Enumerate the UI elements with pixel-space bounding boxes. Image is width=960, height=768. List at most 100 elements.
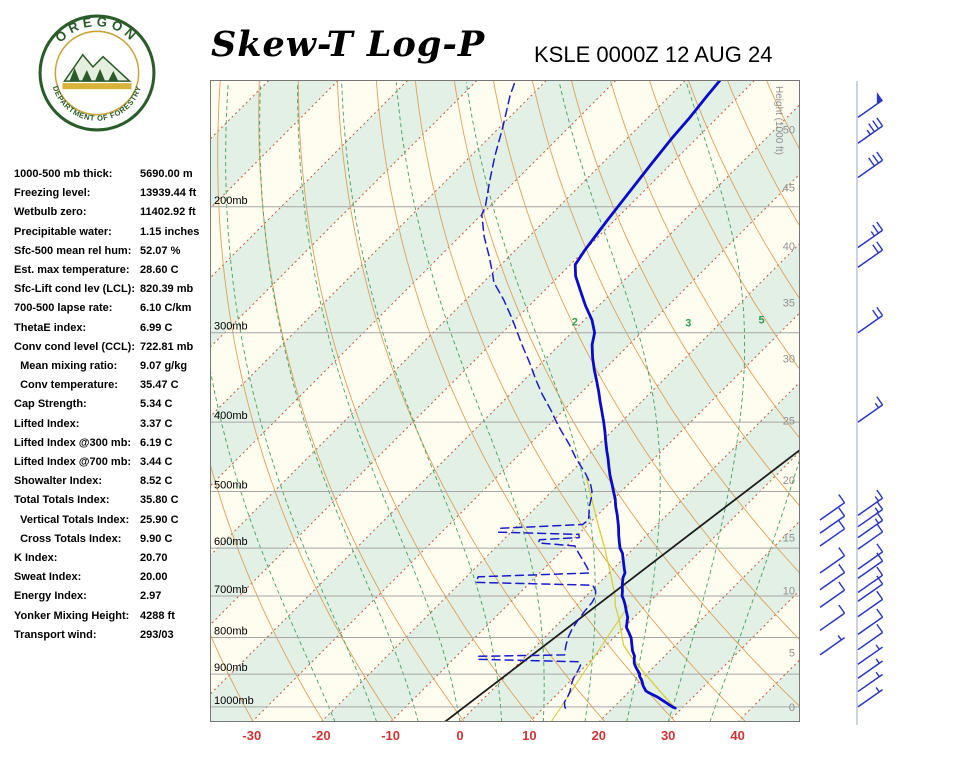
- svg-text:40: 40: [783, 241, 795, 253]
- stat-row: 700-500 lapse rate: 6.10 C/km: [14, 299, 214, 318]
- stat-row: Yonker Mixing Height: 4288 ft: [14, 607, 214, 626]
- stat-value: 11402.92 ft: [140, 206, 196, 219]
- stat-value: 5690.00 m: [140, 168, 193, 180]
- svg-text:0: 0: [456, 728, 463, 743]
- svg-text:-20: -20: [312, 728, 331, 743]
- stat-label: Total Totals Index:: [14, 494, 110, 507]
- stat-label: 700-500 lapse rate:: [14, 302, 113, 315]
- stat-label: Showalter Index:: [14, 475, 103, 488]
- stat-label: Est. max temperature:: [14, 264, 130, 277]
- stat-row: Vertical Totals Index: 25.90 C: [14, 511, 214, 530]
- svg-text:500mb: 500mb: [214, 479, 248, 491]
- svg-text:800mb: 800mb: [214, 626, 248, 638]
- svg-text:600mb: 600mb: [214, 536, 248, 548]
- stat-value: 35.80 C: [140, 494, 179, 507]
- stat-label: Wetbulb zero:: [14, 206, 87, 219]
- svg-text:2: 2: [572, 316, 578, 328]
- svg-text:50: 50: [783, 125, 795, 137]
- stat-row: Precipitable water: 1.15 inches: [14, 223, 214, 242]
- stat-row: Freezing level: 13939.44 ft: [14, 184, 214, 203]
- stat-label: Lifted Index:: [14, 417, 80, 430]
- stat-row: K Index: 20.70: [14, 549, 214, 568]
- stat-label: Vertical Totals Index:: [14, 513, 130, 526]
- stat-row: 1000-500 mb thick: 5690.00 m: [14, 165, 214, 184]
- stat-value: 13939.44 ft: [140, 187, 197, 200]
- stat-label: Freezing level:: [14, 187, 91, 200]
- stat-row: Lifted Index @300 mb: 6.19 C: [14, 434, 214, 453]
- svg-text:200mb: 200mb: [214, 195, 248, 207]
- stat-label: Sfc-Lift cond lev (LCL):: [14, 283, 135, 296]
- svg-text:15: 15: [783, 533, 795, 545]
- stat-label: ThetaE index:: [14, 321, 87, 334]
- stat-value: 5.34 C: [140, 398, 173, 411]
- stat-value: 3.37 C: [140, 417, 173, 430]
- stat-row: Showalter Index: 8.52 C: [14, 472, 214, 491]
- svg-text:300mb: 300mb: [214, 321, 248, 333]
- stat-label: Cross Totals Index:: [14, 532, 122, 545]
- svg-text:10: 10: [783, 586, 795, 598]
- svg-text:5: 5: [758, 314, 764, 326]
- stat-value: 3.44 C: [140, 456, 173, 469]
- stat-value: 25.90 C: [140, 513, 179, 526]
- svg-text:30: 30: [661, 728, 675, 743]
- stat-value: 6.99 C: [140, 321, 173, 334]
- svg-text:1000mb: 1000mb: [214, 695, 254, 707]
- stat-label: Sweat Index:: [14, 571, 82, 584]
- stat-label: K Index:: [14, 552, 58, 565]
- stat-value: 9.07 g/kg: [140, 360, 188, 373]
- skewt-chart: 200mb 300mb 400mb 500mb 600mb 700mb 800mb 900mb…: [210, 80, 800, 743]
- stat-label: 1000-500 mb thick:: [14, 168, 113, 180]
- stat-value: 52.07 %: [140, 244, 181, 257]
- svg-text:30: 30: [783, 354, 795, 366]
- stat-label: Conv temperature:: [14, 379, 118, 392]
- stat-row: Energy Index: 2.97: [14, 587, 214, 606]
- stat-label: Lifted Index @300 mb:: [14, 436, 132, 449]
- stat-row: Lifted Index @700 mb: 3.44 C: [14, 453, 214, 472]
- svg-text:-30: -30: [242, 728, 261, 743]
- stat-row: Mean mixing ratio: 9.07 g/kg: [14, 357, 214, 376]
- stat-row: Sfc-Lift cond lev (LCL): 820.39 mb: [14, 280, 214, 299]
- svg-text:5: 5: [789, 648, 795, 660]
- stat-value: 35.47 C: [140, 379, 179, 392]
- stat-value: 4288 ft: [140, 609, 175, 622]
- svg-text:0: 0: [789, 702, 795, 714]
- svg-text:20: 20: [592, 728, 606, 743]
- svg-text:10: 10: [522, 728, 536, 743]
- stat-value: 20.70: [140, 552, 168, 565]
- stat-value: 8.52 C: [140, 475, 173, 488]
- stat-label: Conv cond level (CCL):: [14, 340, 136, 353]
- stat-label: Lifted Index @700 mb:: [14, 456, 132, 469]
- stat-value: 820.39 mb: [140, 283, 194, 296]
- stat-label: Cap Strength:: [14, 398, 87, 411]
- page-title: Skew-T Log-P: [211, 24, 486, 65]
- stat-row: Cross Totals Index: 9.90 C: [14, 530, 214, 549]
- stat-row: ThetaE index: 6.99 C: [14, 319, 214, 338]
- odf-logo: OREGON DEPARTMENT OF FORESTRY: [38, 14, 156, 132]
- stat-label: Transport wind:: [14, 628, 97, 641]
- svg-text:45: 45: [783, 183, 795, 195]
- svg-text:400mb: 400mb: [214, 410, 248, 422]
- stat-label: Sfc-500 mean rel hum:: [14, 244, 132, 257]
- svg-text:700mb: 700mb: [214, 584, 248, 596]
- stat-row: Lifted Index: 3.37 C: [14, 415, 214, 434]
- svg-text:-10: -10: [381, 728, 400, 743]
- logo-mountain-trees-art: [62, 53, 132, 90]
- svg-text:Height (1000 ft): Height (1000 ft): [773, 86, 784, 155]
- stat-row: Cap Strength: 5.34 C: [14, 395, 214, 414]
- stat-row: Est. max temperature: 28.60 C: [14, 261, 214, 280]
- stat-value: 2.97: [140, 590, 162, 603]
- stat-row: Conv cond level (CCL): 722.81 mb: [14, 338, 214, 357]
- stat-label: Mean mixing ratio:: [14, 360, 118, 373]
- stat-label: Precipitable water:: [14, 225, 112, 238]
- svg-text:25: 25: [783, 416, 795, 428]
- stat-label: Yonker Mixing Height:: [14, 609, 130, 622]
- stat-row: Sweat Index: 20.00: [14, 568, 214, 587]
- stat-label: Energy Index:: [14, 590, 87, 603]
- stat-value: 9.90 C: [140, 532, 173, 545]
- svg-text:20: 20: [783, 475, 795, 487]
- stat-value: 6.10 C/km: [140, 302, 192, 315]
- stat-value: 722.81 mb: [140, 340, 194, 353]
- svg-text:3: 3: [685, 317, 691, 329]
- stat-row: Sfc-500 mean rel hum: 52.07 %: [14, 242, 214, 261]
- svg-text:35: 35: [783, 297, 795, 309]
